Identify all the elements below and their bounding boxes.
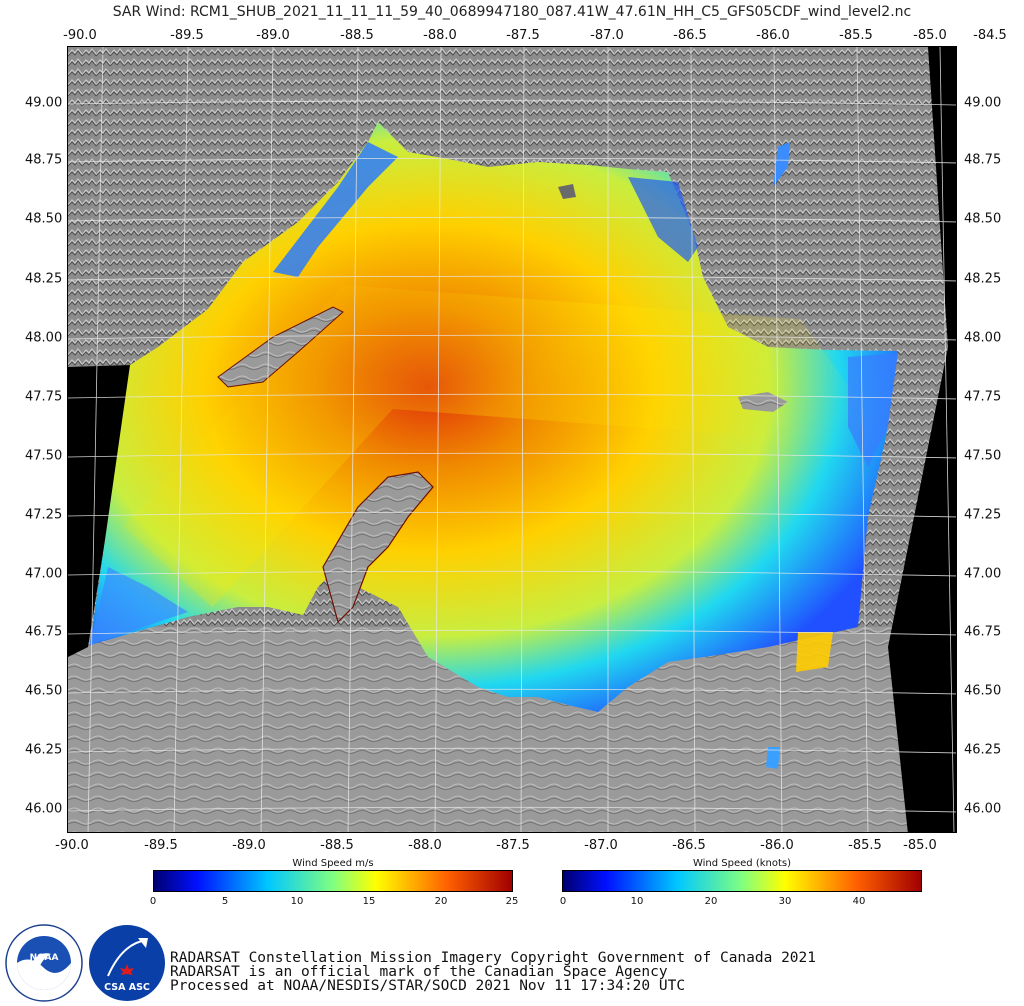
lat-label: 49.00 bbox=[964, 95, 1002, 111]
lat-label: 48.50 bbox=[964, 211, 1002, 227]
sar-wind-map-svg bbox=[68, 47, 956, 832]
thunder-bay-region bbox=[273, 142, 398, 277]
lon-label: -86.5 bbox=[672, 838, 706, 853]
lon-label: -90.0 bbox=[63, 28, 97, 43]
eastern-edge bbox=[848, 353, 898, 467]
isle-royale bbox=[217, 306, 344, 388]
lat-label: 49.00 bbox=[25, 95, 63, 111]
keweenaw-peninsula bbox=[322, 471, 434, 624]
colorbar-tick: 20 bbox=[704, 896, 718, 907]
colorbar-tick: 5 bbox=[221, 896, 229, 907]
lat-label: 48.25 bbox=[964, 271, 1002, 287]
lon-label: -87.5 bbox=[506, 28, 540, 43]
whitefish-bay bbox=[796, 632, 833, 672]
michipicoten-island bbox=[738, 392, 788, 412]
lat-label: 46.75 bbox=[964, 624, 1002, 640]
lat-label: 46.00 bbox=[964, 801, 1002, 817]
lon-label: -89.5 bbox=[170, 28, 204, 43]
csa-logo: CSA ASC bbox=[88, 924, 166, 1002]
sar-wind-map[interactable] bbox=[67, 46, 957, 833]
lon-label: -85.5 bbox=[839, 28, 873, 43]
lat-label: 47.25 bbox=[25, 507, 63, 523]
csa-logo-svg: CSA ASC bbox=[89, 925, 165, 1001]
lon-label: -89.0 bbox=[256, 28, 290, 43]
colorbar-tick: 15 bbox=[362, 896, 376, 907]
lon-label: -85.5 bbox=[848, 838, 882, 853]
lon-label: -88.5 bbox=[340, 28, 374, 43]
csa-logo-text: CSA ASC bbox=[104, 982, 150, 993]
credit-line: RADARSAT is an official mark of the Cana… bbox=[170, 964, 668, 980]
lat-label: 47.50 bbox=[25, 448, 63, 464]
map-title: SAR Wind: RCM1_SHUB_2021_11_11_11_59_40_… bbox=[112, 4, 912, 20]
lat-label: 48.50 bbox=[25, 211, 63, 227]
lat-label: 48.00 bbox=[964, 330, 1002, 346]
colorbar-knots-bar bbox=[562, 870, 922, 892]
lat-label: 48.75 bbox=[25, 152, 63, 168]
graticule bbox=[68, 47, 956, 832]
lat-label: 46.75 bbox=[25, 624, 63, 640]
small-island bbox=[558, 184, 576, 199]
lon-label: -89.0 bbox=[232, 838, 266, 853]
noaa-logo: NOAA bbox=[5, 924, 83, 1002]
credits: RADARSAT Constellation Mission Imagery C… bbox=[170, 950, 817, 994]
lat-label: 46.25 bbox=[25, 742, 63, 758]
lat-label: 46.50 bbox=[25, 683, 63, 699]
lon-label: -85.0 bbox=[903, 838, 937, 853]
western-edge bbox=[90, 567, 188, 645]
no-data-region-west bbox=[68, 365, 133, 657]
lat-label: 48.75 bbox=[964, 152, 1002, 168]
colorbar-tick: 30 bbox=[778, 896, 792, 907]
small-lake bbox=[766, 747, 780, 769]
lat-label: 47.50 bbox=[964, 448, 1002, 464]
lon-label: -88.0 bbox=[408, 838, 442, 853]
noaa-logo-text: NOAA bbox=[30, 953, 59, 963]
lake-nipigon bbox=[773, 142, 790, 187]
colorbar-ms-bar bbox=[153, 870, 513, 892]
lat-label: 47.75 bbox=[964, 389, 1002, 405]
lon-label: -84.5 bbox=[973, 28, 1007, 43]
credit-line: Processed at NOAA/NESDIS/STAR/SOCD 2021 … bbox=[170, 978, 686, 994]
colorbar-tick: 20 bbox=[434, 896, 448, 907]
colorbar-tick: 10 bbox=[290, 896, 304, 907]
lon-label: -86.0 bbox=[760, 838, 794, 853]
colorbar-tick: 25 bbox=[505, 896, 519, 907]
noaa-logo-svg: NOAA bbox=[5, 924, 83, 1002]
lat-label: 48.00 bbox=[25, 330, 63, 346]
lat-label: 47.25 bbox=[964, 507, 1002, 523]
credit-line: RADARSAT Constellation Mission Imagery C… bbox=[170, 950, 817, 966]
lat-label: 48.25 bbox=[25, 271, 63, 287]
lon-label: -87.5 bbox=[496, 838, 530, 853]
lat-label: 47.00 bbox=[25, 566, 63, 582]
nipigon-bay-region bbox=[628, 177, 698, 262]
lon-label: -86.0 bbox=[756, 28, 790, 43]
lat-label: 46.25 bbox=[964, 742, 1002, 758]
colorbar-knots-title: Wind Speed (knots) bbox=[692, 858, 792, 869]
lon-label: -87.0 bbox=[584, 838, 618, 853]
colorbar-tick: 10 bbox=[630, 896, 644, 907]
colorbar-tick: 40 bbox=[852, 896, 866, 907]
colorbar-tick: 0 bbox=[559, 896, 567, 907]
lon-label: -88.5 bbox=[320, 838, 354, 853]
lon-label: -90.0 bbox=[55, 838, 89, 853]
lon-label: -85.0 bbox=[913, 28, 947, 43]
lat-label: 47.00 bbox=[964, 566, 1002, 582]
lon-label: -87.0 bbox=[590, 28, 624, 43]
lon-label: -86.5 bbox=[673, 28, 707, 43]
wind-band bbox=[123, 284, 917, 608]
lon-label: -88.0 bbox=[423, 28, 457, 43]
no-data-region-east bbox=[888, 47, 956, 832]
colorbar-ms-title: Wind Speed m/s bbox=[292, 858, 374, 869]
lon-label: -89.5 bbox=[144, 838, 178, 853]
lat-label: 46.00 bbox=[25, 801, 63, 817]
lat-label: 47.75 bbox=[25, 389, 63, 405]
lat-label: 46.50 bbox=[964, 683, 1002, 699]
colorbar-tick: 0 bbox=[149, 896, 157, 907]
